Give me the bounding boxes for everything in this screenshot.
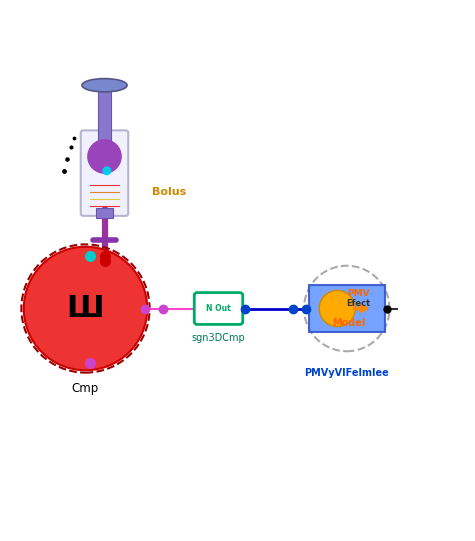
FancyBboxPatch shape [98,85,111,142]
Text: Ш: Ш [66,294,104,323]
Text: Efect: Efect [346,299,371,308]
FancyBboxPatch shape [309,285,385,332]
Text: sgn3DCmp: sgn3DCmp [191,333,246,344]
FancyBboxPatch shape [96,208,113,218]
Circle shape [24,247,147,370]
FancyBboxPatch shape [81,130,128,216]
Text: PMVyVIFelmlee: PMVyVIFelmlee [304,368,389,378]
Text: Model: Model [332,318,366,327]
Text: N Out: N Out [206,304,231,313]
Circle shape [103,167,111,175]
Text: PMV: PMV [347,289,370,299]
Ellipse shape [83,80,126,91]
Circle shape [319,291,355,327]
Text: Bolus: Bolus [152,187,186,196]
Text: Cmp: Cmp [72,382,99,395]
FancyBboxPatch shape [194,293,243,325]
Circle shape [88,140,121,173]
